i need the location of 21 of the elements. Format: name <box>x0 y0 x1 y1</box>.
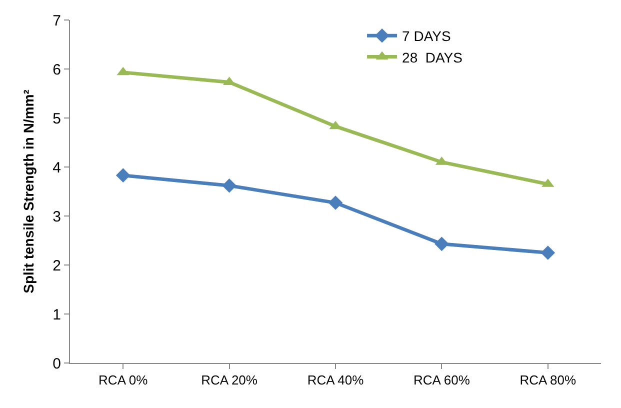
x-tick-label: RCA 0% <box>98 372 148 388</box>
y-tick-label: 4 <box>52 159 61 176</box>
y-tick-label: 3 <box>52 208 61 226</box>
legend-label: 7 DAYS <box>402 28 451 44</box>
y-axis-title: Split tensile Strength in N/mm² <box>20 89 36 294</box>
y-tick-label: 6 <box>52 61 61 78</box>
point <box>434 236 449 252</box>
legend-label: 28 DAYS <box>402 49 462 66</box>
point <box>222 178 236 193</box>
y-tick-label: 1 <box>52 306 61 324</box>
y-tick-label: 0 <box>52 355 61 372</box>
point <box>116 168 130 182</box>
x-tick-label: RCA 40% <box>307 372 364 388</box>
point <box>540 246 556 260</box>
x-tick-label: RCA 60% <box>414 372 470 388</box>
x-tick-label: RCA 20% <box>201 372 258 388</box>
x-tick-label: RCA 80% <box>520 372 577 388</box>
y-tick-label: 5 <box>52 110 61 128</box>
y-tick-label: 2 <box>52 257 61 274</box>
point <box>328 196 343 210</box>
y-tick-label: 7 <box>52 12 61 30</box>
